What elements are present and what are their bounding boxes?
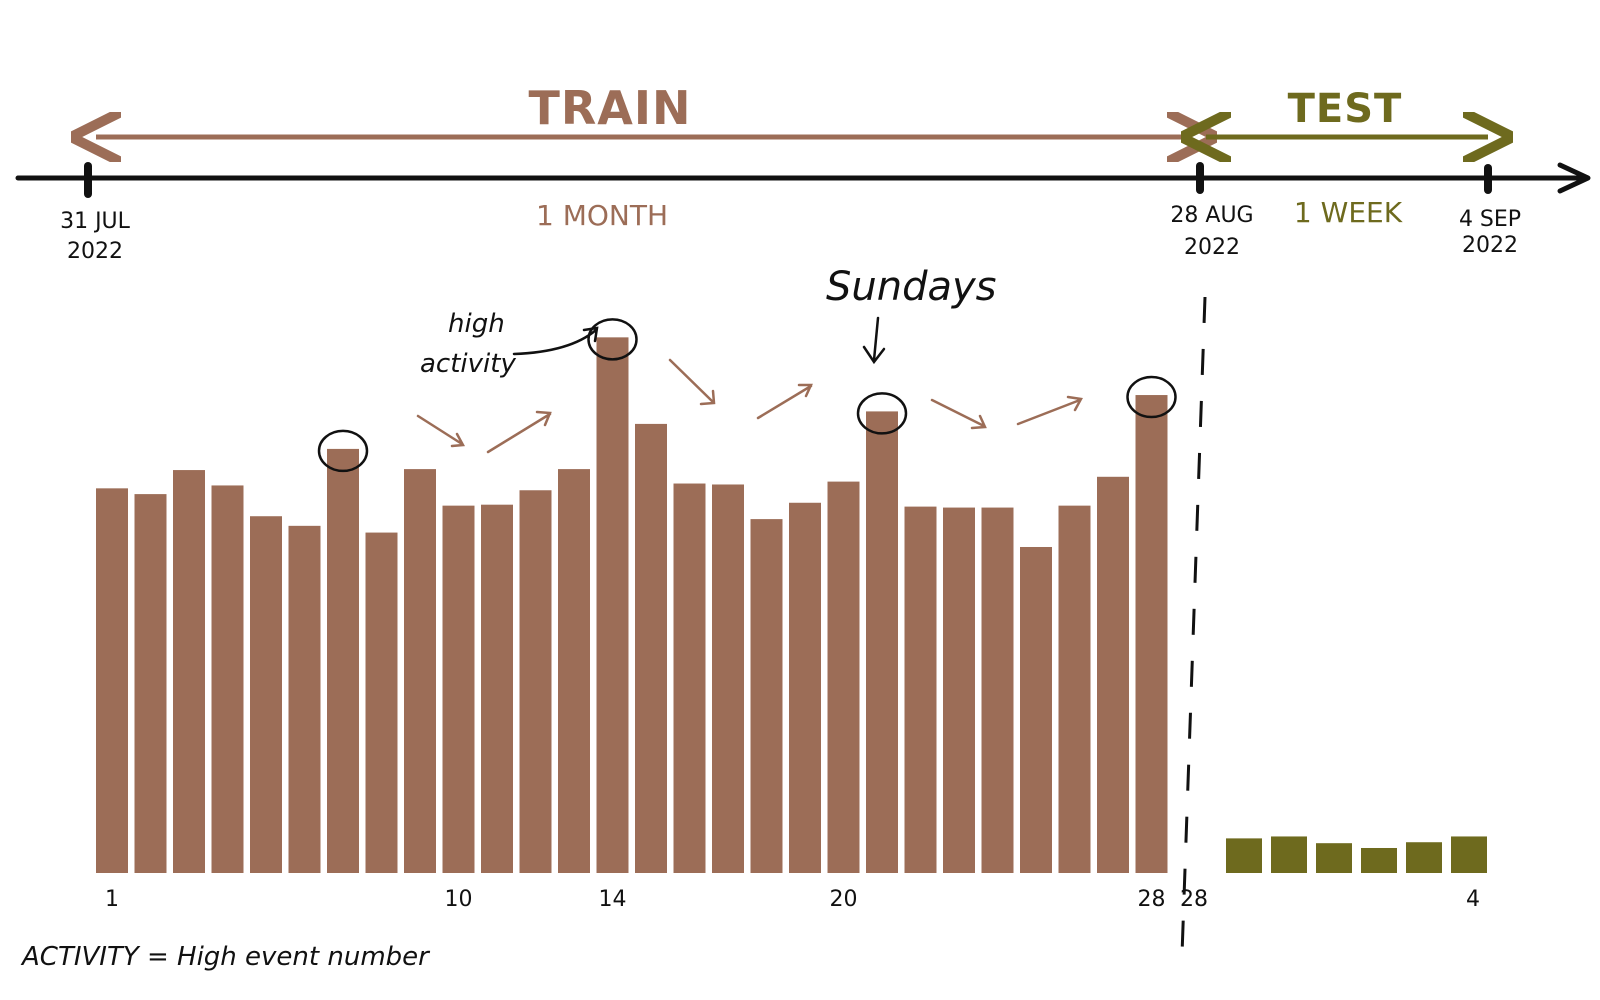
train-bar xyxy=(866,411,898,873)
train-duration-label: 1 MONTH xyxy=(536,199,668,232)
train-bars xyxy=(96,337,1168,873)
split-date-year: 2022 xyxy=(1184,235,1240,260)
sundays-pointer-arrow-icon xyxy=(862,316,886,365)
activity-footnote: ACTIVITY = High event number xyxy=(20,942,431,972)
sunday-highlight-circle xyxy=(856,392,908,435)
end-date-day: 4 SEP xyxy=(1459,207,1521,232)
train-bar xyxy=(596,337,629,873)
train-bar xyxy=(250,516,282,873)
train-bar xyxy=(789,502,821,873)
train-bar xyxy=(827,481,860,873)
train-bar xyxy=(1135,395,1168,873)
end-date-year: 2022 xyxy=(1462,233,1518,258)
test-duration-label: 1 WEEK xyxy=(1294,196,1403,229)
train-x-tick-label: 28 xyxy=(1138,887,1166,912)
train-x-tick-label: 14 xyxy=(599,887,627,912)
trend-arrow-icon xyxy=(486,410,552,454)
train-bar xyxy=(96,488,128,873)
test-bar xyxy=(1451,836,1487,873)
x-tick-labels: 1 10 14 20 28 28 4 xyxy=(105,887,1480,912)
trend-arrow-icon xyxy=(416,414,466,448)
train-bar xyxy=(481,504,513,873)
sunday-highlights xyxy=(317,318,1177,473)
train-bar xyxy=(173,470,205,873)
test-bar xyxy=(1361,847,1397,873)
sunday-highlight-circle xyxy=(1126,375,1177,419)
train-bar xyxy=(327,448,359,873)
train-bar xyxy=(943,507,975,873)
high-activity-label-line2: activity xyxy=(420,349,516,379)
trend-arrow-icon xyxy=(1016,395,1083,426)
train-test-split-line xyxy=(1180,296,1207,956)
split-date-day: 28 AUG xyxy=(1170,203,1253,228)
train-bar xyxy=(288,525,321,873)
train-bar xyxy=(365,532,398,873)
start-date-day: 31 JUL xyxy=(60,209,131,234)
test-bar xyxy=(1271,836,1307,873)
test-label: TEST xyxy=(1288,86,1403,132)
trend-arrow-icon xyxy=(930,398,987,430)
high-activity-label-line1: high xyxy=(448,309,505,339)
sunday-highlight-circle xyxy=(587,318,638,361)
trend-arrow-icon xyxy=(756,383,813,420)
test-bar xyxy=(1406,842,1442,873)
start-date-year: 2022 xyxy=(67,239,123,264)
train-bar xyxy=(904,506,937,873)
trend-arrow-icon xyxy=(668,358,716,406)
high-activity-pointer-arrow-icon xyxy=(512,326,599,356)
train-bar xyxy=(750,519,783,873)
train-bar xyxy=(1058,505,1091,873)
train-bar xyxy=(673,483,706,873)
train-bar xyxy=(1097,476,1129,873)
train-bar xyxy=(404,469,436,873)
sunday-highlight-circle xyxy=(317,429,369,473)
train-bar xyxy=(558,469,590,873)
train-x-tick-label: 10 xyxy=(445,887,473,912)
train-bar xyxy=(712,484,744,873)
train-bar xyxy=(981,507,1014,873)
test-bar xyxy=(1316,843,1352,873)
train-bar xyxy=(211,485,244,873)
test-bars xyxy=(1226,836,1487,873)
train-bar xyxy=(635,423,667,873)
sundays-label: Sundays xyxy=(826,264,997,310)
timeline-arrow-head-icon xyxy=(1557,162,1591,194)
train-bar xyxy=(1020,546,1052,873)
trend-arrows xyxy=(416,358,1083,454)
test-x-tick-label: 4 xyxy=(1466,887,1480,912)
train-bar xyxy=(442,505,475,873)
train-x-tick-label: 20 xyxy=(830,887,858,912)
train-bar xyxy=(519,490,552,873)
test-x-tick-label: 28 xyxy=(1180,887,1208,912)
test-bar xyxy=(1226,838,1262,873)
train-bar xyxy=(134,494,167,873)
train-x-tick-label: 1 xyxy=(105,887,119,912)
train-label: TRAIN xyxy=(528,81,691,135)
